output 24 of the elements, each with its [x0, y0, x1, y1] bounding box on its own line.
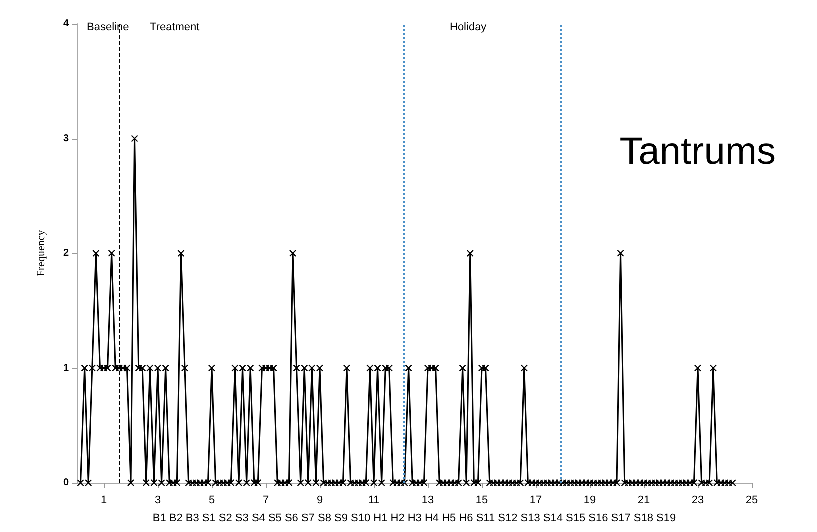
y-tick-label: 4: [63, 18, 70, 30]
x-tick-label: 21: [638, 494, 650, 506]
text: Tantrums: [620, 131, 776, 173]
y-tick-label: 0: [63, 478, 70, 488]
y-tick-label: 2: [63, 248, 70, 259]
x-tick-label: 15: [476, 494, 488, 506]
x-tick-label: 11: [368, 494, 380, 506]
x-tick-label: 3: [154, 494, 162, 506]
x-tick-label: 19: [584, 494, 596, 506]
x-tick-label: 23: [692, 494, 704, 506]
annotation: Baseline: [87, 22, 130, 34]
x-tick-label: 9: [316, 494, 324, 506]
x-axis-title: B1 B2 B3 S1 S2 S3 S4 S5 S6 S7 S8 S9 S10 H1 H2 H3 H4 H5 H6 S11 S12 S13 S14 S15 S16 S17 S18 S19: [152, 512, 676, 524]
x-tick-label: 13: [422, 494, 434, 506]
x-tick-label: 7: [262, 494, 270, 506]
annotation: Treatment: [150, 22, 200, 34]
y-axis-title: Frequency: [36, 230, 48, 277]
annotation: Holiday: [450, 22, 488, 34]
x-tick-label: 25: [746, 494, 758, 506]
y-tick-label: 1: [63, 362, 70, 374]
x-tick-label: 1: [100, 494, 108, 506]
x-tick-label: 17: [530, 494, 542, 506]
y-tick-label: 3: [63, 133, 70, 144]
x-tick-label: 5: [208, 494, 216, 506]
